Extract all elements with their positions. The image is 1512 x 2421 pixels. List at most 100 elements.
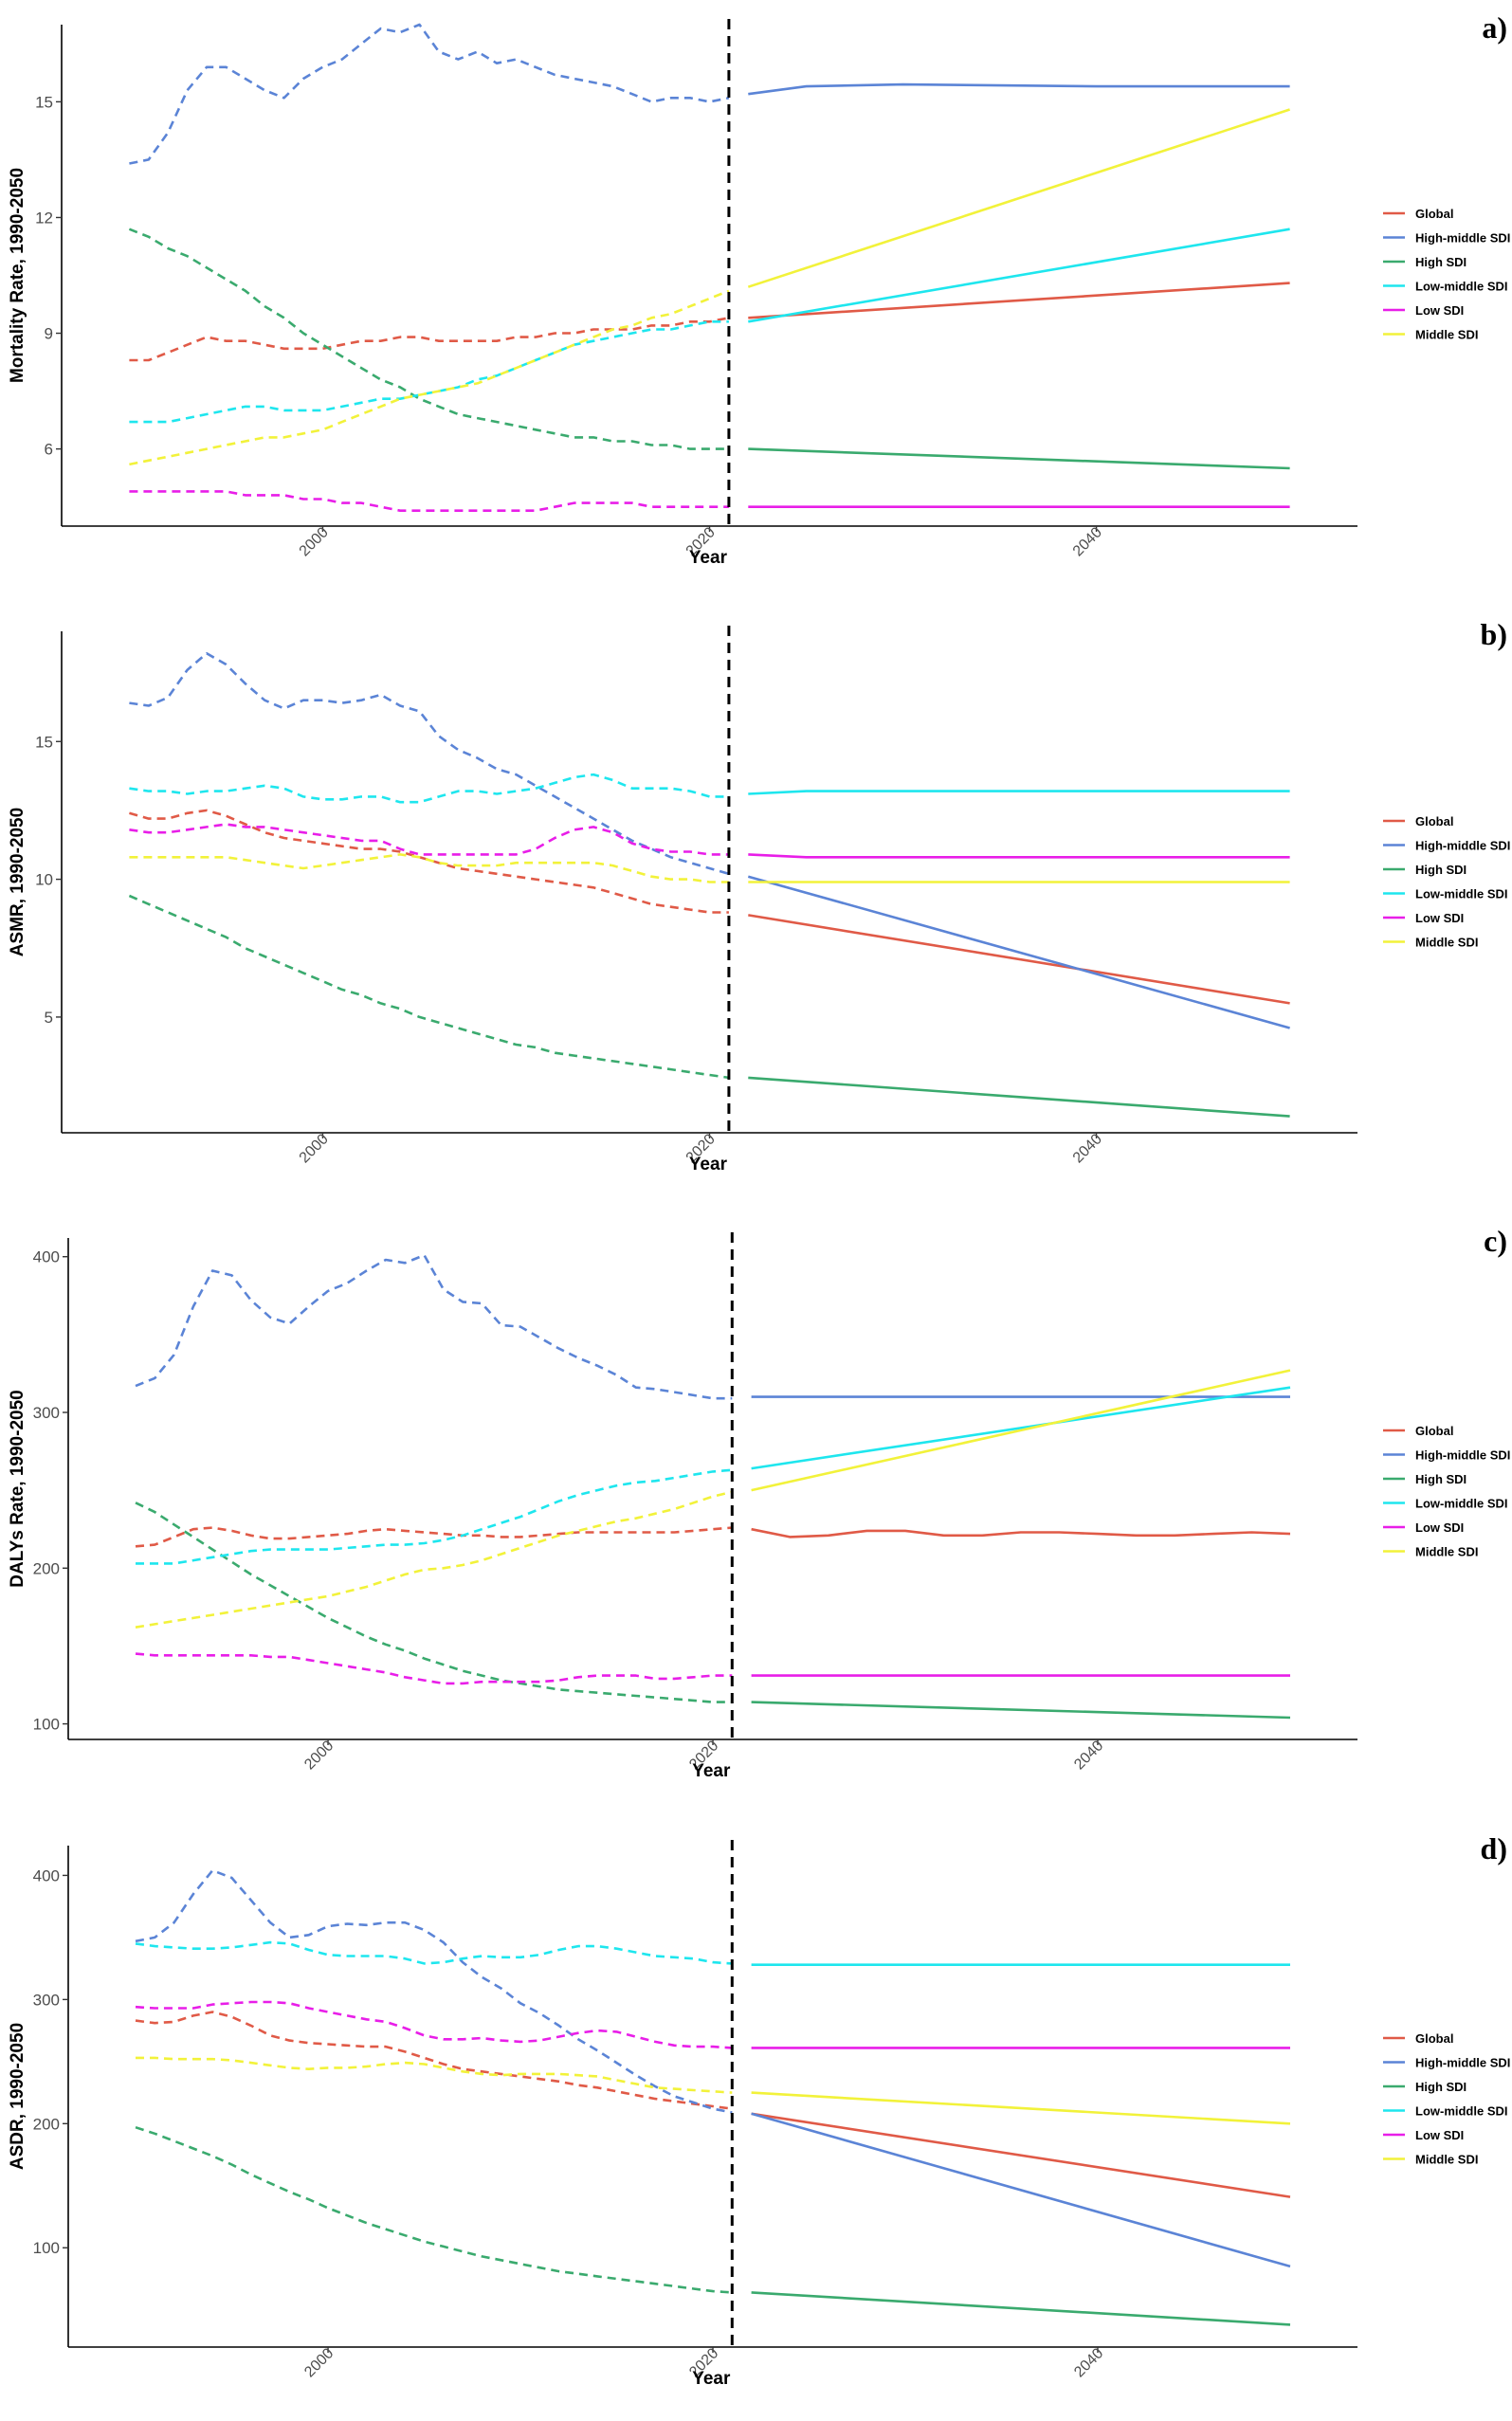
legend-label-middle-sdi: Middle SDI xyxy=(1415,2153,1478,2167)
legend-label-global: Global xyxy=(1415,814,1453,828)
series-line-high-middle-sdi-historical xyxy=(129,651,730,876)
series-line-global-historical xyxy=(129,317,730,362)
legend-label-high-middle-sdi: High-middle SDI xyxy=(1415,2056,1510,2070)
series-line-middle-sdi-historical xyxy=(135,1490,733,1629)
series-line-global-historical xyxy=(135,1526,733,1548)
x-tick-label: 2040 xyxy=(1071,2345,1106,2380)
series-line-low-middle-sdi-projection xyxy=(748,228,1290,323)
series-line-high-sdi-historical xyxy=(135,1502,733,1703)
series-line-low-middle-sdi-projection xyxy=(751,1386,1291,1470)
legend-label-middle-sdi: Middle SDI xyxy=(1415,936,1478,950)
series-line-high-sdi-projection xyxy=(751,1701,1291,1720)
series-line-global-projection xyxy=(748,282,1290,319)
panel-letter: b) xyxy=(1481,617,1507,651)
x-tick-label: 2040 xyxy=(1070,1131,1105,1166)
legend-label-low-sdi: Low SDI xyxy=(1415,303,1464,318)
panel-letter: d) xyxy=(1481,1831,1507,1866)
y-tick-label: 300 xyxy=(33,1404,60,1422)
series-line-middle-sdi-projection xyxy=(747,108,1291,288)
x-tick-label: 2000 xyxy=(301,2345,337,2380)
y-tick-label: 100 xyxy=(33,2239,60,2257)
series-line-low-sdi-historical xyxy=(135,1652,733,1685)
y-tick-label: 6 xyxy=(45,441,53,459)
legend-label-low-sdi: Low SDI xyxy=(1415,911,1464,925)
legend-label-global: Global xyxy=(1415,2031,1453,2046)
legend-label-global: Global xyxy=(1415,207,1453,221)
legend-label-high-middle-sdi: High-middle SDI xyxy=(1415,839,1510,853)
series-line-high-sdi-historical xyxy=(128,228,729,450)
legend-label-low-middle-sdi: Low-middle SDI xyxy=(1415,1497,1508,1511)
legend-label-high-middle-sdi: High-middle SDI xyxy=(1415,1448,1510,1463)
legend-label-low-middle-sdi: Low-middle SDI xyxy=(1415,2104,1508,2119)
y-tick-label: 200 xyxy=(33,1559,60,1577)
series-line-high-sdi-projection xyxy=(751,2291,1291,2326)
y-tick-label: 12 xyxy=(35,209,53,227)
y-tick-label: 200 xyxy=(33,2115,60,2133)
x-axis-title: Year xyxy=(689,548,728,568)
series-line-global-projection xyxy=(751,2112,1291,2198)
y-tick-label: 400 xyxy=(33,1866,60,1884)
series-line-high-sdi-projection xyxy=(748,447,1290,470)
series-line-low-middle-sdi-historical xyxy=(129,773,729,804)
series-line-global-historical xyxy=(135,2011,733,2110)
legend-label-low-sdi: Low SDI xyxy=(1415,1520,1464,1535)
legend-label-high-sdi: High SDI xyxy=(1415,863,1466,877)
series-line-low-middle-sdi-historical xyxy=(135,1940,733,1965)
legend-label-high-middle-sdi: High-middle SDI xyxy=(1415,231,1510,246)
panel-letter: c) xyxy=(1484,1224,1507,1258)
x-tick-label: 2000 xyxy=(297,1131,332,1166)
y-tick-label: 5 xyxy=(45,1009,53,1027)
series-line-low-middle-sdi-historical xyxy=(136,1468,733,1565)
x-axis-title: Year xyxy=(689,1155,728,1174)
series-line-high-sdi-historical xyxy=(135,2125,733,2294)
x-tick-label: 2000 xyxy=(301,1738,337,1773)
y-tick-label: 100 xyxy=(33,1716,60,1734)
x-tick-label: 2040 xyxy=(1070,524,1105,559)
series-line-low-sdi-historical xyxy=(135,2000,733,2049)
legend-label-high-sdi: High SDI xyxy=(1415,255,1466,269)
series-line-high-middle-sdi-projection xyxy=(751,2112,1291,2268)
series-line-high-middle-sdi-projection xyxy=(748,82,1290,96)
x-tick-label: 2000 xyxy=(297,524,332,559)
series-line-low-sdi-projection xyxy=(748,853,1290,859)
series-line-middle-sdi-historical xyxy=(129,853,729,883)
series-line-global-historical xyxy=(129,809,729,914)
y-tick-label: 15 xyxy=(35,733,53,751)
legend-label-low-middle-sdi: Low-middle SDI xyxy=(1415,280,1508,294)
y-tick-label: 9 xyxy=(45,325,53,343)
legend-label-middle-sdi: Middle SDI xyxy=(1415,328,1478,342)
legend-label-high-sdi: High SDI xyxy=(1415,2080,1466,2094)
series-line-low-sdi-historical xyxy=(129,490,729,513)
y-tick-label: 10 xyxy=(35,871,53,889)
legend-label-low-middle-sdi: Low-middle SDI xyxy=(1415,887,1508,901)
legend-label-global: Global xyxy=(1415,1424,1453,1438)
y-axis-title: ASMR, 1990-2050 xyxy=(8,808,27,956)
panel-letter: a) xyxy=(1482,10,1507,45)
y-tick-label: 15 xyxy=(35,93,53,111)
y-tick-label: 400 xyxy=(33,1248,60,1266)
series-line-high-middle-sdi-historical xyxy=(135,1868,733,2114)
series-line-global-projection xyxy=(748,914,1290,1005)
y-axis-title: DALYs Rate, 1990-2050 xyxy=(8,1390,27,1587)
legend-label-high-sdi: High SDI xyxy=(1415,1472,1466,1486)
series-line-global-projection xyxy=(751,1527,1291,1538)
series-line-middle-sdi-projection xyxy=(751,1369,1291,1492)
x-axis-title: Year xyxy=(692,1761,731,1781)
legend-label-low-sdi: Low SDI xyxy=(1415,2128,1464,2142)
series-line-low-middle-sdi-historical xyxy=(129,319,729,424)
y-axis-title: Mortality Rate, 1990-2050 xyxy=(8,168,27,383)
series-line-high-middle-sdi-historical xyxy=(129,23,730,165)
series-line-middle-sdi-historical xyxy=(129,289,730,466)
series-line-high-sdi-projection xyxy=(748,1076,1290,1118)
y-axis-title: ASDR, 1990-2050 xyxy=(8,2023,27,2170)
x-axis-title: Year xyxy=(692,2369,731,2389)
series-line-high-sdi-historical xyxy=(128,894,730,1080)
series-line-high-middle-sdi-projection xyxy=(747,875,1290,1029)
series-line-low-sdi-historical xyxy=(129,823,729,856)
series-line-low-middle-sdi-projection xyxy=(748,790,1290,795)
